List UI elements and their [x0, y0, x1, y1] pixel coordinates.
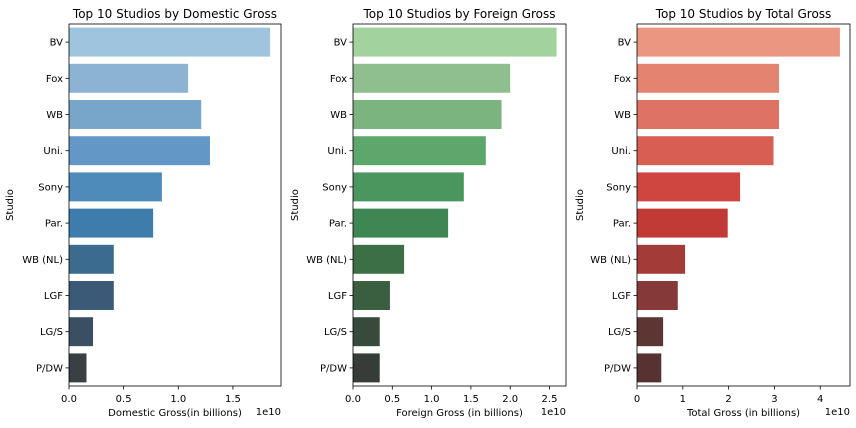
y-tick-label: LGF [44, 291, 63, 302]
y-tick-label: Sony [38, 182, 63, 193]
bar-p-dw [637, 353, 662, 383]
bar-sony [637, 172, 741, 202]
bar-fox [637, 63, 779, 93]
x-tick-label: 2.0 [502, 394, 518, 405]
bar-p-dw [353, 353, 380, 383]
y-tick-label: WB [330, 110, 347, 121]
chart-title: Top 10 Studios by Foreign Gross [362, 7, 555, 21]
chart-panel-2: BV Fox WB Uni. Sony Par. WB (NL) LGF LG/S P/DW 0.0… [290, 7, 567, 419]
y-tick-label: P/DW [36, 363, 63, 374]
x-tick-label: 1.0 [424, 394, 440, 405]
bar-par [353, 208, 449, 238]
x-tick-label: 4 [817, 394, 823, 405]
x-tick-label: 0.5 [116, 394, 132, 405]
x-tick-label: 1 [680, 394, 686, 405]
x-tick-label: 1.0 [170, 394, 186, 405]
chart-panel-1: BV Fox WB Uni. Sony Par. WB (NL) LGF LG/S P/DW 0.0… [5, 7, 282, 419]
chart-panel-3: BV Fox WB Uni. Sony Par. WB (NL) LGF LG/S P/DW 0 1 2… [575, 7, 851, 419]
y-tick-label: P/DW [604, 363, 631, 374]
bar-lgf [353, 281, 390, 310]
x-tick-label: 0.0 [345, 394, 361, 405]
x-tick-label: 2.5 [542, 394, 558, 405]
x-tick-label: 3 [771, 394, 777, 405]
y-tick-label: LGF [328, 291, 347, 302]
y-tick-label: Fox [330, 74, 347, 85]
x-tick-label: 2 [725, 394, 731, 405]
y-tick-label: Sony [322, 182, 347, 193]
bar-lg-s [353, 317, 380, 347]
y-tick-label: Uni. [43, 146, 63, 157]
bar-par [69, 208, 154, 238]
bar-bv [69, 27, 271, 57]
y-tick-label: Sony [606, 182, 631, 193]
bar-lgf [69, 281, 114, 310]
bar-par [637, 208, 728, 238]
y-tick-label: WB (NL) [590, 255, 631, 266]
x-axis-label: Total Gross (in billions) [686, 408, 800, 419]
bar-wb [353, 100, 502, 129]
y-tick-label: WB (NL) [306, 255, 347, 266]
bar-wb [69, 100, 202, 129]
y-tick-label: WB [614, 110, 631, 121]
y-tick-label: Par. [613, 219, 631, 230]
y-tick-label: LG/S [324, 327, 347, 338]
x-tick-label: 1.5 [463, 394, 479, 405]
bar-bv [637, 27, 840, 57]
bar-lg-s [637, 317, 664, 347]
y-tick-label: WB [46, 110, 63, 121]
bar-fox [69, 63, 189, 93]
bar-wb-nl [69, 244, 114, 274]
y-axis-label: Studio [290, 189, 301, 221]
bar-wb-nl [637, 244, 686, 274]
x-tick-label: 0.5 [384, 394, 400, 405]
x-tick-label: 0.0 [61, 394, 77, 405]
x-offset-text: 1e10 [256, 407, 281, 418]
bar-bv [353, 27, 557, 57]
bar-wb-nl [353, 244, 405, 274]
bar-lgf [637, 281, 678, 310]
y-tick-label: LGF [612, 291, 631, 302]
bar-fox [353, 63, 511, 93]
x-tick-label: 1.5 [225, 394, 241, 405]
axes-frame [352, 23, 567, 387]
y-tick-label: Fox [614, 74, 631, 85]
axes-frame [68, 23, 282, 387]
axes-frame [636, 23, 851, 387]
bar-lg-s [69, 317, 94, 347]
y-tick-label: BV [50, 38, 64, 49]
y-tick-label: Fox [46, 74, 63, 85]
x-tick-label: 0 [634, 394, 640, 405]
chart-title: Top 10 Studios by Total Gross [655, 7, 832, 21]
x-offset-text: 1e10 [825, 407, 850, 418]
y-tick-label: WB (NL) [22, 255, 63, 266]
bar-sony [353, 172, 464, 202]
x-offset-text: 1e10 [541, 407, 566, 418]
bar-uni [637, 136, 774, 166]
bar-uni [353, 136, 486, 166]
bar-sony [69, 172, 162, 202]
y-axis-label: Studio [5, 189, 16, 221]
y-tick-label: Par. [45, 219, 63, 230]
bar-p-dw [69, 353, 87, 383]
y-tick-label: P/DW [320, 363, 347, 374]
y-axis-label: Studio [575, 189, 586, 221]
y-tick-label: BV [618, 38, 632, 49]
y-tick-label: Uni. [327, 146, 347, 157]
chart-title: Top 10 Studios by Domestic Gross [72, 7, 277, 21]
x-axis-label: Foreign Gross (in billions) [396, 408, 523, 419]
bar-wb [637, 100, 779, 129]
y-tick-label: LG/S [40, 327, 63, 338]
bar-uni [69, 136, 210, 166]
y-tick-label: LG/S [608, 327, 631, 338]
y-tick-label: BV [334, 38, 348, 49]
y-tick-label: Uni. [611, 146, 631, 157]
y-tick-label: Par. [329, 219, 347, 230]
x-axis-label: Domestic Gross(in billions) [108, 408, 242, 419]
